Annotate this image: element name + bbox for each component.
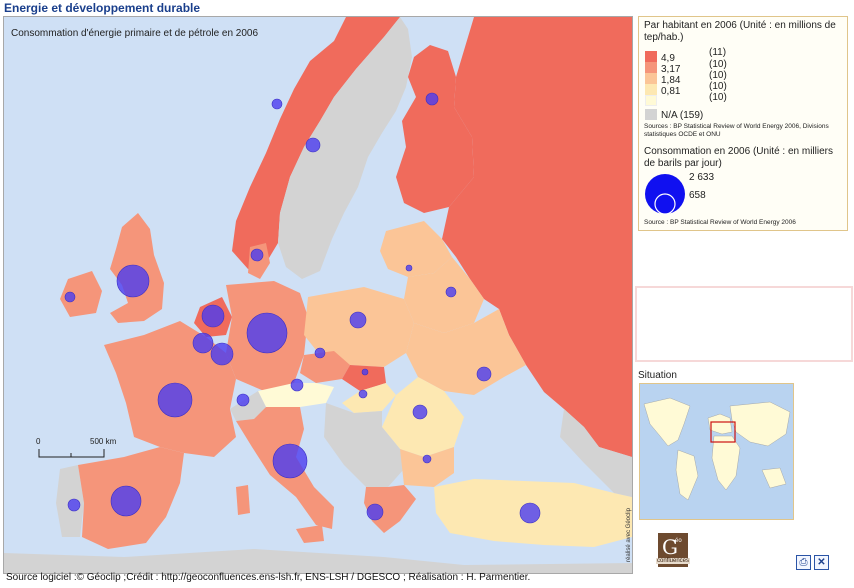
bubble-italy[interactable] [272, 443, 308, 479]
map-title: Consommation d'énergie primaire et de pé… [11, 28, 259, 39]
scale-end-label: 500 km [90, 437, 117, 446]
bubble-ireland[interactable] [64, 291, 76, 303]
region-balkans[interactable] [324, 403, 404, 487]
legend-count-3: (10) [709, 70, 727, 81]
legend-symbol-value-large: 2 633 [689, 172, 715, 183]
region-bulgaria[interactable] [400, 447, 454, 487]
credit-vertical-text: réalisé avec Géoclip [626, 507, 633, 563]
bubble-netherlands[interactable] [201, 304, 225, 328]
geoconfluences-logo[interactable]: G éo confluences [656, 533, 690, 567]
bubble-ukraine[interactable] [476, 366, 492, 382]
close-icon: ✕ [817, 557, 826, 568]
region-slovakia[interactable] [342, 365, 386, 391]
legend-symbol-source: Source : BP Statistical Review of World … [644, 219, 796, 226]
scale-bar: 0 500 km [34, 437, 124, 467]
legend-value-1: 4,9 [661, 53, 675, 64]
region-ireland[interactable] [60, 271, 102, 317]
bubble-norway[interactable] [271, 98, 283, 110]
bubble-romania[interactable] [412, 404, 428, 420]
bubble-poland[interactable] [349, 311, 367, 329]
bubble-france[interactable] [157, 382, 193, 418]
region-belarus-east[interactable] [404, 257, 484, 333]
print-button[interactable]: ⎙ [796, 555, 811, 570]
legend-symbol-value-small: 658 [689, 190, 706, 201]
legend-swatch-3 [645, 73, 657, 84]
bubble-greece[interactable] [366, 503, 384, 521]
region-austria[interactable] [258, 383, 334, 407]
map-panel[interactable]: Consommation d'énergie primaire et de pé… [3, 16, 633, 574]
bubble-sweden[interactable] [305, 137, 321, 153]
logo-small: éo [675, 538, 682, 544]
legend-count-2: (10) [709, 59, 727, 70]
region-sicily[interactable] [296, 525, 324, 543]
info-panel [635, 286, 853, 362]
close-button[interactable]: ✕ [814, 555, 829, 570]
bubble-slovakia[interactable] [361, 368, 369, 376]
bubble-hungary[interactable] [358, 389, 368, 399]
bubble-turkey[interactable] [519, 502, 541, 524]
region-hungary[interactable] [342, 383, 396, 413]
legend-value-4: 0,81 [661, 86, 681, 97]
region-greece[interactable] [364, 485, 416, 533]
region-ukraine[interactable] [406, 309, 526, 395]
bubble-uk[interactable] [116, 264, 150, 298]
bubble-austria[interactable] [290, 378, 304, 392]
europe-map[interactable] [4, 17, 632, 573]
footer-credit: Source logiciel :© Géoclip ;Crédit : htt… [6, 572, 531, 583]
legend-count-1: (11) [709, 47, 727, 58]
region-baltics[interactable] [380, 221, 452, 277]
legend-swatch-4 [645, 84, 657, 95]
region-czech[interactable] [300, 351, 350, 383]
bubble-czech[interactable] [314, 347, 326, 359]
bubble-benelux-2[interactable] [210, 342, 234, 366]
region-finland[interactable] [396, 45, 474, 213]
bubble-latvia[interactable] [405, 264, 413, 272]
bubble-finland[interactable] [425, 92, 439, 106]
world-minimap [643, 397, 791, 501]
region-switzerland[interactable] [230, 391, 266, 421]
bubble-lithuania[interactable] [445, 286, 457, 298]
legend-na-label: N/A (159) [661, 110, 704, 121]
logo-letter: G [662, 535, 678, 559]
region-denmark[interactable] [248, 243, 270, 279]
bubble-germany[interactable] [246, 312, 288, 354]
bubble-portugal[interactable] [67, 498, 81, 512]
scale-start-label: 0 [36, 437, 41, 446]
legend-choropleth-title: Par habitant en 2006 (Unité : en million… [644, 20, 836, 43]
legend-choropleth-source: Sources : BP Statistical Review of World… [644, 123, 829, 138]
region-caucasus[interactable] [560, 409, 632, 497]
bubble-switzerland[interactable] [236, 393, 250, 407]
logo-word: confluences [656, 558, 690, 564]
region-north-africa[interactable] [4, 549, 632, 573]
legend-value-2: 3,17 [661, 64, 681, 75]
legend-count-5: (10) [709, 92, 727, 103]
region-russia[interactable] [442, 17, 632, 457]
credit-vertical: réalisé avec Géoclip [626, 508, 636, 568]
situation-label: Situation [638, 370, 677, 381]
legend-swatch-5 [645, 95, 657, 106]
bubble-belgium[interactable] [192, 332, 214, 354]
printer-icon: ⎙ [799, 557, 808, 568]
app-title: Energie et développement durable [4, 1, 201, 15]
legend-swatch-2 [645, 62, 657, 73]
legend-swatch-1 [645, 51, 657, 62]
legend-panel: Par habitant en 2006 (Unité : en million… [638, 16, 848, 231]
region-sardinia[interactable] [236, 485, 250, 515]
region-sweden[interactable] [278, 17, 412, 279]
situation-minimap[interactable] [639, 383, 794, 520]
bubble-denmark[interactable] [250, 248, 264, 262]
region-norway[interactable] [232, 17, 400, 269]
bubble-bulgaria[interactable] [422, 454, 432, 464]
legend-swatch-na [645, 109, 657, 120]
legend-count-4: (10) [709, 81, 727, 92]
legend-proportional-circles [645, 174, 685, 215]
legend-symbol-title: Consommation en 2006 (Unité : en millier… [644, 146, 833, 169]
legend-value-3: 1,84 [661, 75, 681, 86]
situation-extent-box [710, 421, 736, 443]
bubble-spain[interactable] [110, 485, 142, 517]
